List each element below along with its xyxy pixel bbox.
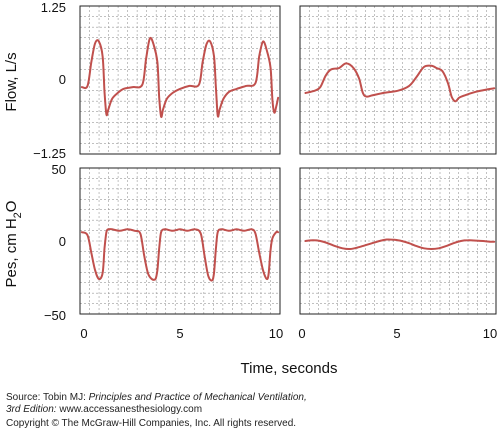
flow-right-panel xyxy=(299,5,497,155)
flow-axis-title: Flow, L/s xyxy=(3,52,20,111)
pes-ytick-zero: 0 xyxy=(59,234,66,249)
pes-right-panel xyxy=(299,167,497,315)
flow-ytick-top: 1.25 xyxy=(41,0,66,15)
source-website: www.accessanesthesiology.com xyxy=(56,404,203,415)
source-credit: Source: Tobin MJ: Principles and Practic… xyxy=(6,392,307,404)
pes-right-trace xyxy=(304,238,496,251)
pes-ytick-top: 50 xyxy=(52,162,66,177)
right-xtick-0: 0 xyxy=(298,326,305,341)
left-xtick-10: 10 xyxy=(269,326,283,341)
left-xtick-5: 5 xyxy=(176,326,183,341)
source-copyright: Copyright © The McGraw-Hill Companies, I… xyxy=(6,418,297,429)
source-book-title: Principles and Practice of Mechanical Ve… xyxy=(88,392,307,403)
pes-axis-title-main: Pes, cm H xyxy=(3,218,20,287)
pes-left-panel xyxy=(79,167,281,315)
trace-layer xyxy=(80,36,496,282)
pes-ytick-bottom: −50 xyxy=(44,308,66,323)
flow-left-panel xyxy=(79,5,281,155)
pes-axis-title-subscript: 2 xyxy=(12,212,24,218)
source-edition-line: 3rd Edition: www.accessanesthesiology.co… xyxy=(6,404,202,416)
flow-right-trace xyxy=(304,62,496,103)
flow-ytick-zero: 0 xyxy=(59,72,66,87)
right-xtick-5: 5 xyxy=(393,326,400,341)
pes-axis-title-end: O xyxy=(3,201,20,213)
grid-layer xyxy=(80,6,496,314)
source-prefix: Source: Tobin MJ: xyxy=(6,392,89,403)
left-xtick-0: 0 xyxy=(80,326,87,341)
flow-ytick-bottom: −1.25 xyxy=(33,146,66,161)
flow-left-trace xyxy=(80,36,280,119)
pes-axis-title: Pes, cm H2O xyxy=(3,201,24,288)
source-edition: 3rd Edition: xyxy=(6,404,57,415)
right-xtick-10: 10 xyxy=(483,326,497,341)
x-axis-title: Time, seconds xyxy=(241,360,338,377)
pes-left-trace xyxy=(80,228,280,282)
